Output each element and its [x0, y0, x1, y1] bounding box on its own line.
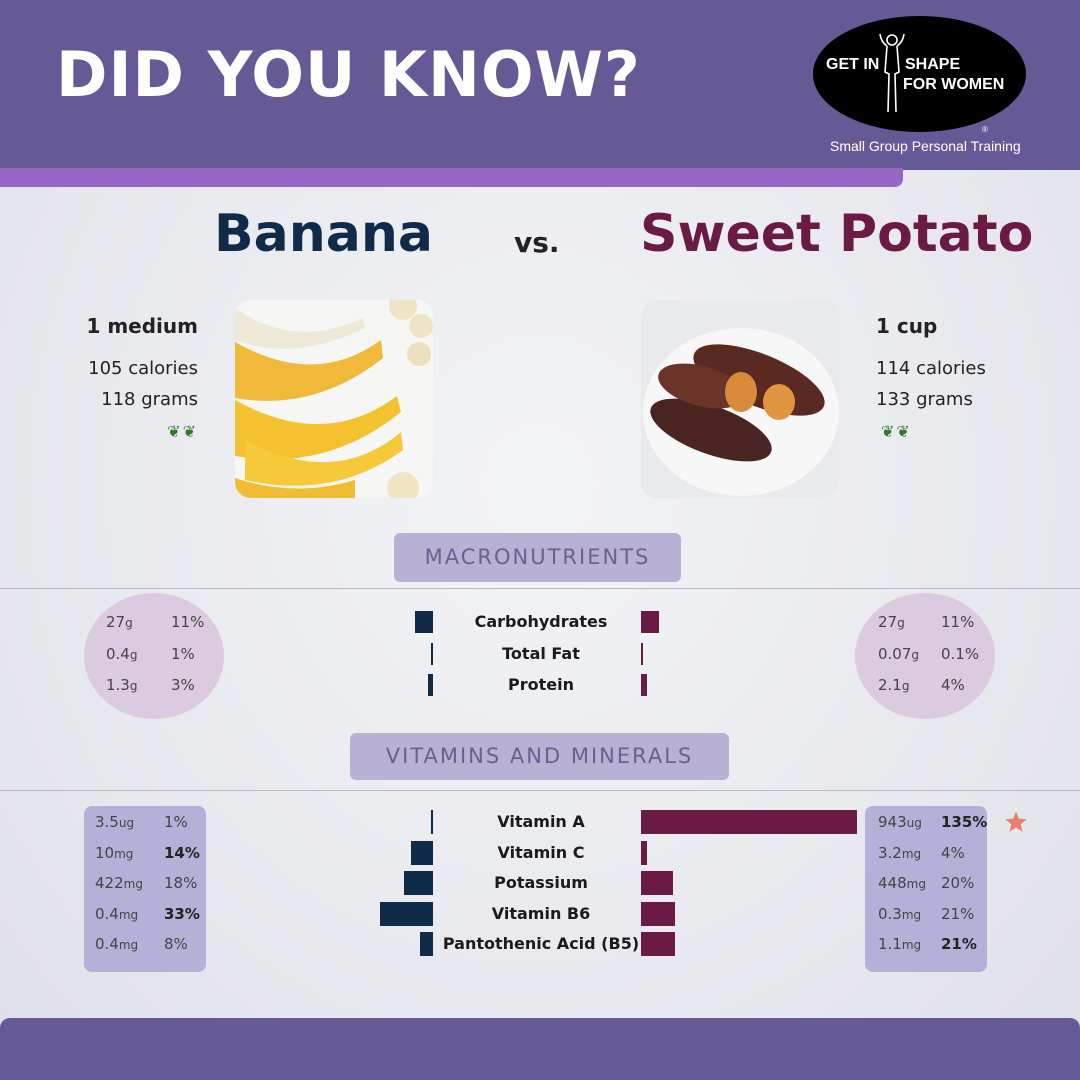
- star-icon: [1005, 811, 1027, 832]
- banana-percent: 1%: [171, 644, 195, 663]
- banana-percent: 33%: [164, 904, 200, 923]
- sweet-potato-serving: 1 cup: [876, 314, 938, 338]
- sweet-potato-amount: 1.1mg: [878, 935, 922, 953]
- nutrient-label: Vitamin A: [497, 812, 585, 831]
- sweet-potato-bar: [641, 901, 675, 926]
- banana-percent: 8%: [164, 935, 188, 953]
- logo-text-get-in: GET IN: [826, 56, 880, 73]
- sprout-icon: ❦❦: [167, 422, 198, 441]
- banana-bar: [431, 642, 433, 665]
- sweet-potato-amount: 3.2mg: [878, 843, 922, 862]
- sweet-potato-photo: [641, 300, 839, 498]
- sweet-potato-percent: 135%: [941, 813, 988, 831]
- banana-bar: [380, 901, 433, 926]
- banana-bar: [404, 871, 433, 895]
- sweet-potato-amount: 0.3mg: [878, 904, 922, 923]
- nutrient-label: Potassium: [494, 873, 588, 892]
- sweet-potato-percent: 4%: [941, 843, 965, 862]
- banana-title: Banana: [214, 204, 433, 264]
- banana-amount: 1.3g: [106, 676, 138, 694]
- nutrient-label: Protein: [508, 675, 574, 694]
- logo-text-for-women: FOR WOMEN: [903, 76, 1005, 93]
- banana-amount: 0.4mg: [95, 904, 139, 923]
- logo-text-shape: SHAPE: [905, 56, 961, 73]
- banana-percent: 14%: [164, 843, 200, 862]
- section-divider: [0, 790, 1080, 791]
- sweet-potato-percent: 0.1%: [941, 644, 980, 663]
- sweet-potato-percent: 20%: [941, 874, 975, 892]
- section-divider: [0, 588, 1080, 589]
- banana-vitamin-panel: [84, 806, 206, 972]
- banana-grams: 118 grams: [101, 389, 198, 410]
- sweet-potato-grams: 133 grams: [876, 389, 973, 410]
- macronutrients-heading: MACRONUTRIENTS: [394, 533, 681, 582]
- sweet-potato-calories: 114 calories: [876, 358, 986, 379]
- sweet-potato-percent: 11%: [941, 613, 975, 631]
- nutrient-label: Vitamin B6: [491, 903, 591, 923]
- banana-amount: 422mg: [95, 874, 143, 892]
- header-accent-bar: [0, 168, 903, 187]
- sweet-potato-amount: 2.1g: [878, 676, 910, 694]
- sweet-potato-bar: [641, 642, 643, 665]
- banana-percent: 3%: [171, 676, 195, 694]
- nutrient-label: Pantothenic Acid (B5): [442, 934, 640, 953]
- sweet-potato-amount: 0.07g: [878, 644, 920, 663]
- sweet-potato-amount: 943ug: [878, 813, 922, 831]
- sweet-potato-bar: [641, 840, 648, 865]
- registered-mark: ®: [982, 125, 988, 134]
- banana-macro-panel: [84, 593, 224, 719]
- logo-tagline: Small Group Personal Training: [830, 138, 1021, 154]
- footer-banner: [0, 1018, 1080, 1080]
- banana-bar: [428, 674, 433, 696]
- sweet-potato-bar: [641, 810, 857, 834]
- nutrient-label: Carbohydrates: [474, 612, 608, 631]
- sweet-potato-percent: 21%: [941, 935, 977, 953]
- vs-label: vs.: [514, 226, 560, 259]
- sweet-potato-title: Sweet Potato: [640, 204, 1034, 264]
- sweet-potato-amount: 448mg: [878, 874, 926, 892]
- banana-amount: 0.4g: [106, 644, 138, 663]
- sweet-potato-bar: [641, 871, 673, 895]
- sweet-potato-percent: 4%: [941, 676, 965, 694]
- sweet-potato-amount: 27g: [878, 613, 905, 631]
- banana-bar: [415, 611, 433, 633]
- banana-percent: 1%: [164, 813, 188, 831]
- sweet-potato-bar: [641, 674, 648, 696]
- nutrient-label: Total Fat: [502, 643, 580, 663]
- banana-bar: [431, 810, 433, 834]
- banana-amount: 27g: [106, 613, 133, 631]
- banana-serving: 1 medium: [86, 314, 198, 338]
- headline: DID YOU KNOW?: [56, 38, 641, 111]
- sweet-potato-macro-panel: [855, 593, 995, 719]
- banana-bar: [410, 840, 433, 865]
- vitamins-heading: VITAMINS AND MINERALS: [350, 733, 729, 780]
- banana-amount: 3.5ug: [95, 813, 135, 831]
- sweet-potato-percent: 21%: [941, 904, 975, 923]
- banana-amount: 10mg: [95, 843, 134, 862]
- banana-calories: 105 calories: [88, 358, 198, 379]
- banana-amount: 0.4mg: [95, 935, 139, 953]
- woman-silhouette-icon: [879, 33, 905, 113]
- sweet-potato-bar: [641, 611, 659, 633]
- sweet-potato-bar: [641, 932, 675, 956]
- sprout-icon: ❦❦: [881, 422, 912, 441]
- nutrient-label: Vitamin C: [497, 842, 585, 862]
- brand-logo: GET IN SHAPE FOR WOMEN: [813, 16, 1026, 132]
- banana-percent: 11%: [171, 613, 205, 631]
- banana-bar: [420, 932, 433, 956]
- sweet-potato-vitamin-panel: [865, 806, 987, 972]
- banana-photo: [235, 300, 433, 498]
- banana-percent: 18%: [164, 874, 198, 892]
